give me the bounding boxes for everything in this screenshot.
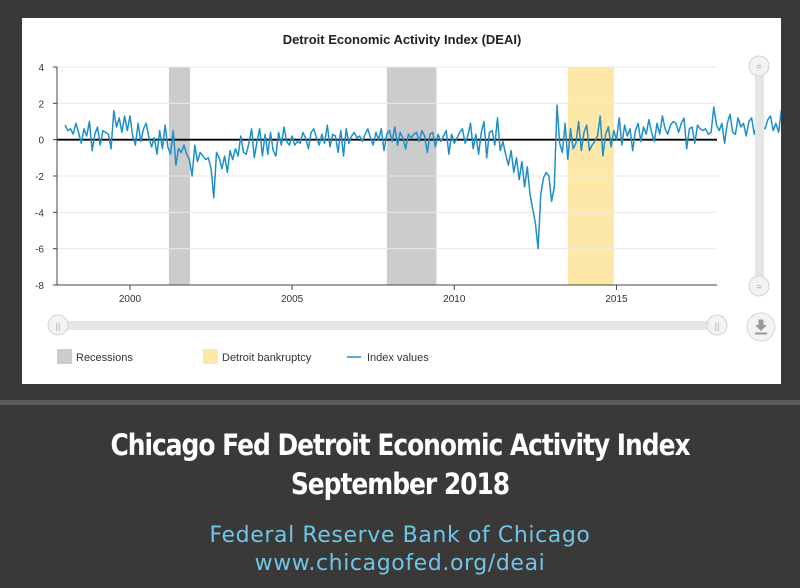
section-divider [0, 400, 800, 405]
bottom-handle-grip: = [756, 282, 762, 293]
download-icon [755, 319, 767, 335]
subtitle: Federal Reserve Bank of Chicago www.chic… [0, 522, 800, 578]
vertical-scroll-bottom-handle[interactable]: = [748, 275, 770, 297]
y-tick-label: -6 [35, 245, 44, 256]
legend-recessions-label: Recessions [76, 352, 133, 364]
top-handle-grip: = [756, 62, 762, 73]
range-slider-left-handle[interactable]: || [47, 314, 69, 336]
y-tick-label: -2 [35, 172, 44, 183]
legend-bankruptcy-swatch [203, 349, 218, 364]
legend: Recessions Detroit bankruptcy Index valu… [57, 349, 429, 364]
chart-card: Detroit Economic Activity Index (DEAI) 4… [22, 18, 781, 384]
y-tick-label: 4 [38, 63, 44, 74]
vertical-scroll-top-handle[interactable]: = [748, 55, 770, 77]
headline-title: Chicago Fed Detroit Economic Activity In… [110, 428, 690, 462]
index-values-line [64, 104, 781, 250]
range-slider-track[interactable] [48, 321, 716, 330]
x-tick-label: 2000 [119, 294, 142, 305]
chart-title: Detroit Economic Activity Index (DEAI) [283, 32, 522, 47]
x-tick-label: 2015 [605, 294, 628, 305]
y-tick-label: -4 [35, 208, 44, 219]
download-button[interactable] [746, 312, 776, 342]
org-name: Federal Reserve Bank of Chicago [209, 523, 591, 548]
left-handle-grip: || [56, 321, 61, 331]
org-url[interactable]: www.chicagofed.org/deai [254, 551, 546, 576]
y-tick-label: 0 [38, 136, 44, 147]
y-tick-label: -8 [35, 281, 44, 292]
range-slider-right-handle[interactable]: || [706, 314, 728, 336]
x-tick-label: 2010 [443, 294, 466, 305]
legend-index-label: Index values [367, 352, 429, 364]
headline-date: September 2018 [290, 467, 510, 501]
vertical-scroll-track[interactable] [755, 66, 764, 286]
deai-chart: Detroit Economic Activity Index (DEAI) 4… [35, 32, 781, 364]
legend-recessions-swatch [57, 349, 72, 364]
right-handle-grip: || [715, 321, 720, 331]
headline: Chicago Fed Detroit Economic Activity In… [0, 426, 800, 504]
y-tick-label: 2 [38, 99, 44, 110]
x-tick-label: 2005 [281, 294, 304, 305]
legend-bankruptcy-label: Detroit bankruptcy [222, 352, 312, 364]
